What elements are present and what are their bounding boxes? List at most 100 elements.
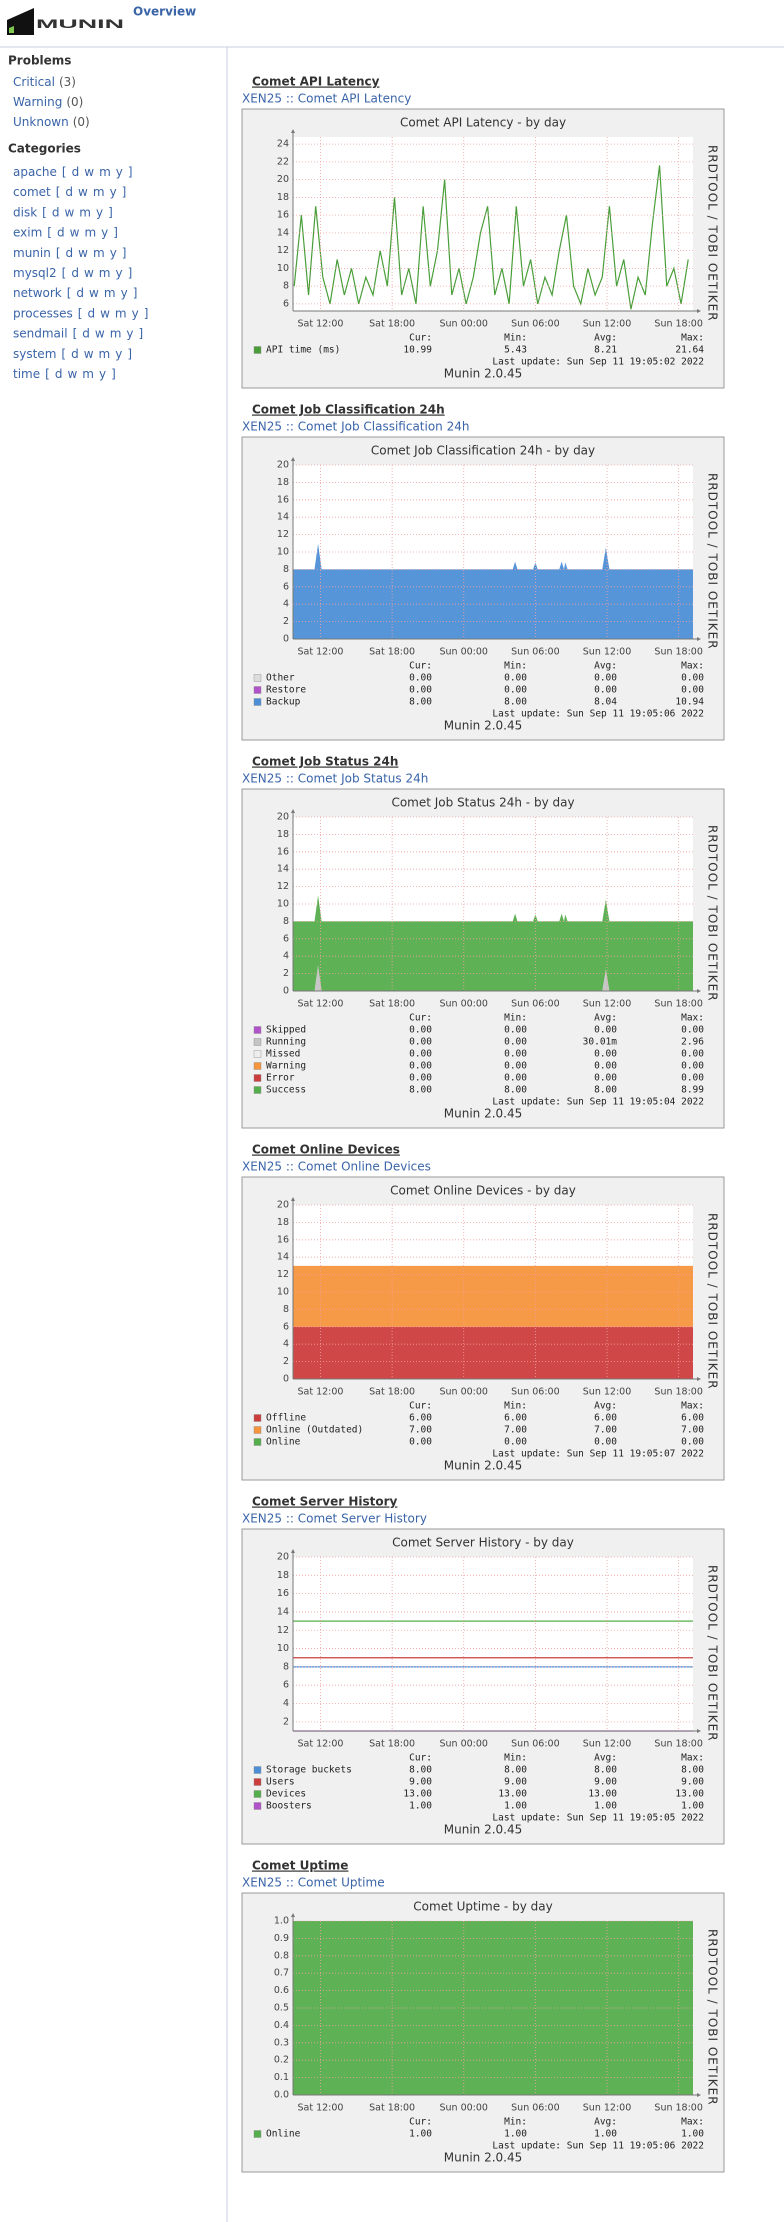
period-link[interactable]: y: [115, 346, 122, 360]
period-link[interactable]: y: [115, 266, 122, 280]
period-link[interactable]: w: [89, 286, 99, 300]
period-link[interactable]: y: [132, 306, 139, 320]
legend-swatch: [253, 686, 262, 694]
period-link[interactable]: w: [67, 367, 77, 381]
period-link[interactable]: y: [110, 185, 117, 199]
period-link[interactable]: y: [121, 286, 128, 300]
y-tick-label: 20: [277, 174, 289, 185]
graph-breadcrumb[interactable]: XEN25 :: Comet Job Status 24h: [242, 772, 428, 786]
overview-link[interactable]: Overview: [133, 5, 196, 19]
area-series: [293, 543, 693, 639]
period-link[interactable]: d: [71, 346, 79, 360]
y-tick-label: 6: [283, 1680, 289, 1691]
category-link[interactable]: munin: [13, 245, 51, 259]
legend-stat: 13.00: [498, 1789, 527, 1800]
period-link[interactable]: d: [66, 245, 74, 259]
plot-area: [293, 137, 693, 311]
category-link[interactable]: network: [13, 286, 62, 300]
legend-stat: 0.00: [594, 1049, 617, 1060]
legend-stat: 0.00: [681, 1437, 704, 1448]
legend-swatch: [253, 1026, 262, 1034]
period-link[interactable]: m: [104, 286, 116, 300]
y-tick-label: 12: [277, 245, 289, 256]
period-link[interactable]: y: [101, 225, 108, 239]
category-link[interactable]: comet: [13, 185, 51, 199]
y-tick-label: 14: [277, 512, 289, 523]
x-tick-label: Sat 12:00: [297, 647, 343, 658]
graph-breadcrumb[interactable]: XEN25 :: Comet API Latency: [242, 92, 411, 106]
problem-link[interactable]: Warning: [13, 95, 62, 109]
period-link[interactable]: y: [110, 245, 117, 259]
legend-stat: 0.00: [504, 673, 527, 684]
period-link[interactable]: d: [52, 205, 60, 219]
period-link[interactable]: w: [100, 306, 110, 320]
problem-link[interactable]: Unknown: [13, 115, 69, 129]
period-link[interactable]: m: [99, 266, 111, 280]
period-link[interactable]: d: [57, 225, 65, 239]
period-link[interactable]: w: [78, 245, 88, 259]
graph-title: Comet Job Status 24h - by day: [391, 796, 574, 810]
graph-title: Comet API Latency - by day: [400, 116, 566, 130]
period-link[interactable]: d: [71, 266, 79, 280]
period-link[interactable]: d: [72, 165, 80, 179]
period-link[interactable]: w: [84, 346, 94, 360]
period-link[interactable]: w: [78, 185, 88, 199]
legend-stat: 1.00: [681, 1801, 704, 1812]
period-link[interactable]: m: [79, 205, 91, 219]
period-link[interactable]: d: [87, 306, 95, 320]
period-link[interactable]: w: [64, 205, 74, 219]
area-series: [293, 1326, 693, 1379]
period-link[interactable]: m: [82, 367, 94, 381]
period-link[interactable]: m: [84, 225, 96, 239]
period-link[interactable]: w: [95, 326, 105, 340]
period-link[interactable]: m: [93, 245, 105, 259]
period-link[interactable]: y: [99, 367, 106, 381]
graph-breadcrumb[interactable]: XEN25 :: Comet Online Devices: [242, 1160, 431, 1174]
y-tick-label: 0.3: [274, 2037, 289, 2048]
legend-header: Avg:: [594, 661, 617, 672]
period-link[interactable]: y: [116, 165, 123, 179]
period-link[interactable]: d: [65, 185, 73, 199]
category-link[interactable]: apache: [13, 165, 57, 179]
legend-header: Min:: [504, 1013, 527, 1024]
legend-stat: 6.00: [681, 1413, 704, 1424]
y-tick-label: 10: [277, 263, 289, 274]
legend-stat: 0.00: [409, 1437, 432, 1448]
logo-text: MUNIN: [36, 17, 124, 31]
category-link[interactable]: disk: [13, 205, 37, 219]
period-link[interactable]: d: [55, 367, 63, 381]
legend-swatch: [253, 1074, 262, 1082]
graph-breadcrumb[interactable]: XEN25 :: Comet Uptime: [242, 1876, 385, 1890]
x-tick-label: Sun 00:00: [440, 999, 488, 1010]
x-tick-label: Sun 06:00: [511, 647, 559, 658]
period-link[interactable]: w: [84, 266, 94, 280]
category-link[interactable]: mysql2: [13, 266, 57, 280]
legend-header: Max:: [681, 2117, 704, 2128]
legend-stat: 0.00: [409, 1073, 432, 1084]
category-link[interactable]: processes: [13, 306, 73, 320]
logo[interactable]: MUNIN: [7, 8, 124, 35]
category-link[interactable]: sendmail: [13, 326, 68, 340]
period-link[interactable]: d: [76, 286, 84, 300]
period-link[interactable]: m: [110, 326, 122, 340]
period-bracket: [: [67, 286, 72, 300]
category-link[interactable]: system: [13, 346, 56, 360]
category-link[interactable]: exim: [13, 225, 42, 239]
legend-stat: 8.00: [409, 697, 432, 708]
period-link[interactable]: w: [84, 165, 94, 179]
period-link[interactable]: d: [82, 326, 90, 340]
graph-breadcrumb[interactable]: XEN25 :: Comet Server History: [242, 1512, 427, 1526]
graph-breadcrumb[interactable]: XEN25 :: Comet Job Classification 24h: [242, 420, 469, 434]
period-link[interactable]: w: [70, 225, 80, 239]
y-tick-label: 14: [277, 227, 289, 238]
problem-link[interactable]: Critical: [13, 75, 55, 89]
period-link[interactable]: m: [99, 346, 111, 360]
period-link[interactable]: y: [126, 326, 133, 340]
period-link[interactable]: y: [96, 205, 103, 219]
period-link[interactable]: m: [93, 185, 105, 199]
category-link[interactable]: time: [13, 367, 40, 381]
period-link[interactable]: m: [99, 165, 111, 179]
period-link[interactable]: m: [115, 306, 127, 320]
y-tick-label: 6: [283, 933, 289, 944]
y-tick-label: 12: [277, 1269, 289, 1280]
